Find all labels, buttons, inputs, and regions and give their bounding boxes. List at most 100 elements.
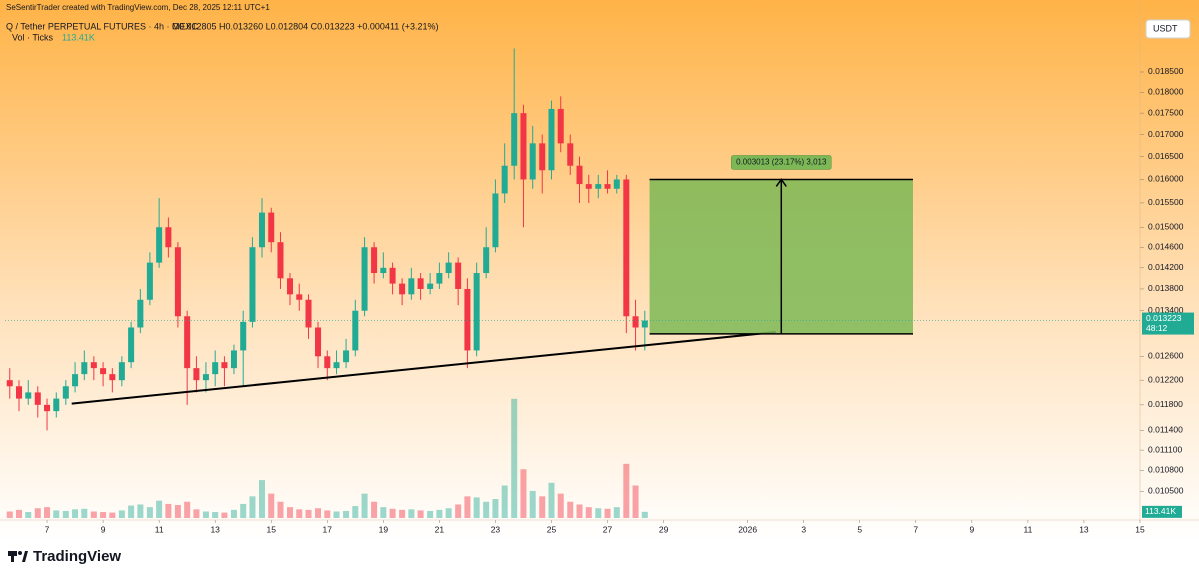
volume-bar	[361, 493, 368, 518]
candle-body	[90, 362, 97, 369]
volume-bar	[268, 493, 275, 518]
candle-body	[473, 273, 480, 351]
chart-title: Q / Tether PERPETUAL FUTURES · 4h · MEXC	[6, 21, 199, 31]
candle-body	[557, 108, 564, 144]
volume-bar	[604, 508, 611, 518]
candle-body	[184, 316, 191, 369]
volume-bar	[44, 507, 51, 518]
x-tick-label: 15	[267, 524, 277, 534]
candle-body	[613, 179, 620, 189]
volume-value: 113.41K	[62, 32, 95, 42]
volume-bar	[511, 398, 518, 518]
candle-body	[72, 374, 79, 387]
x-tick-label: 2026	[738, 524, 757, 534]
x-tick-label: 19	[379, 524, 389, 534]
volume-bar	[492, 499, 499, 518]
candle-body	[128, 327, 135, 363]
candle-body	[585, 184, 592, 189]
y-tick-label: 0.011100	[1148, 444, 1182, 454]
volume-bar	[595, 508, 602, 518]
candle-body	[417, 278, 424, 289]
candle-body	[361, 247, 368, 311]
volume-bar	[165, 503, 172, 518]
background	[0, 0, 1199, 542]
volume-bar	[567, 501, 574, 518]
y-tick-label: 0.016000	[1148, 174, 1184, 184]
volume-bar	[380, 507, 387, 518]
x-tick-label: 27	[603, 524, 613, 534]
volume-bar	[25, 512, 32, 518]
volume-bar	[445, 508, 452, 518]
volume-bar	[399, 509, 406, 518]
volume-tag-label: 113.41K	[1145, 506, 1176, 516]
candle-body	[16, 386, 23, 399]
volume-bar	[174, 505, 181, 518]
volume-bar	[258, 480, 265, 518]
volume-bar	[230, 509, 237, 518]
volume-bar	[156, 500, 163, 518]
candle-body	[623, 179, 630, 317]
candle-body	[109, 374, 116, 381]
candle-body	[399, 283, 406, 295]
volume-bar	[6, 511, 13, 518]
candle-body	[193, 368, 200, 381]
volume-bar	[548, 482, 555, 518]
y-tick-label: 0.018500	[1148, 66, 1184, 76]
candle-body	[156, 227, 163, 263]
candle-body	[595, 184, 602, 189]
candle-body	[212, 362, 219, 375]
volume-bar	[623, 463, 630, 518]
volume-bar	[249, 496, 256, 518]
candle-body	[146, 262, 153, 300]
candle-body	[604, 184, 611, 189]
x-tick-label: 11	[1023, 524, 1032, 534]
candle-body	[520, 113, 527, 180]
y-tick-label: 0.016500	[1148, 151, 1184, 161]
x-tick-label: 11	[155, 524, 164, 534]
volume-bar	[128, 505, 135, 518]
footer	[0, 542, 1199, 577]
candle-body	[548, 108, 555, 171]
candle-body	[100, 368, 107, 375]
candle-body	[25, 392, 32, 399]
candle-body	[343, 350, 350, 363]
candle-body	[408, 278, 415, 295]
volume-bar	[202, 511, 209, 518]
x-tick-label: 9	[101, 524, 106, 534]
volume-bar	[557, 493, 564, 518]
candle-body	[352, 310, 359, 351]
candle-body	[34, 392, 41, 405]
volume-bar	[389, 508, 396, 518]
volume-bar	[455, 504, 462, 518]
position-label-box	[731, 155, 832, 170]
x-tick-label: 3	[801, 524, 806, 534]
candle-body	[305, 299, 312, 328]
candle-body	[333, 362, 340, 369]
volume-bar	[287, 507, 294, 518]
y-tick-label: 0.013400	[1148, 305, 1184, 315]
volume-bar	[436, 509, 443, 518]
currency-button[interactable]	[1145, 19, 1191, 39]
volume-bar	[62, 510, 69, 518]
volume-bar	[34, 508, 41, 518]
y-tick-label: 0.015000	[1148, 221, 1184, 231]
position-label: 0.003013 (23.17%) 3,013	[736, 158, 827, 167]
candle-body	[44, 404, 51, 412]
candle-body	[165, 227, 172, 248]
candle-body	[62, 386, 69, 399]
y-tick-label: 0.011400	[1148, 425, 1183, 435]
candle-body	[277, 242, 284, 279]
x-tick-label: 15	[1135, 524, 1145, 534]
candle-body	[483, 247, 490, 274]
volume-bar	[53, 510, 60, 518]
candle-body	[287, 278, 294, 295]
volume-bar	[613, 507, 620, 518]
x-tick-label: 5	[857, 524, 862, 534]
y-tick-label: 0.017500	[1148, 107, 1184, 117]
volume-bar	[483, 501, 490, 518]
candle-body	[258, 212, 265, 248]
arrow-head	[775, 178, 787, 187]
candle-body	[249, 247, 256, 322]
candle-body	[576, 165, 583, 185]
